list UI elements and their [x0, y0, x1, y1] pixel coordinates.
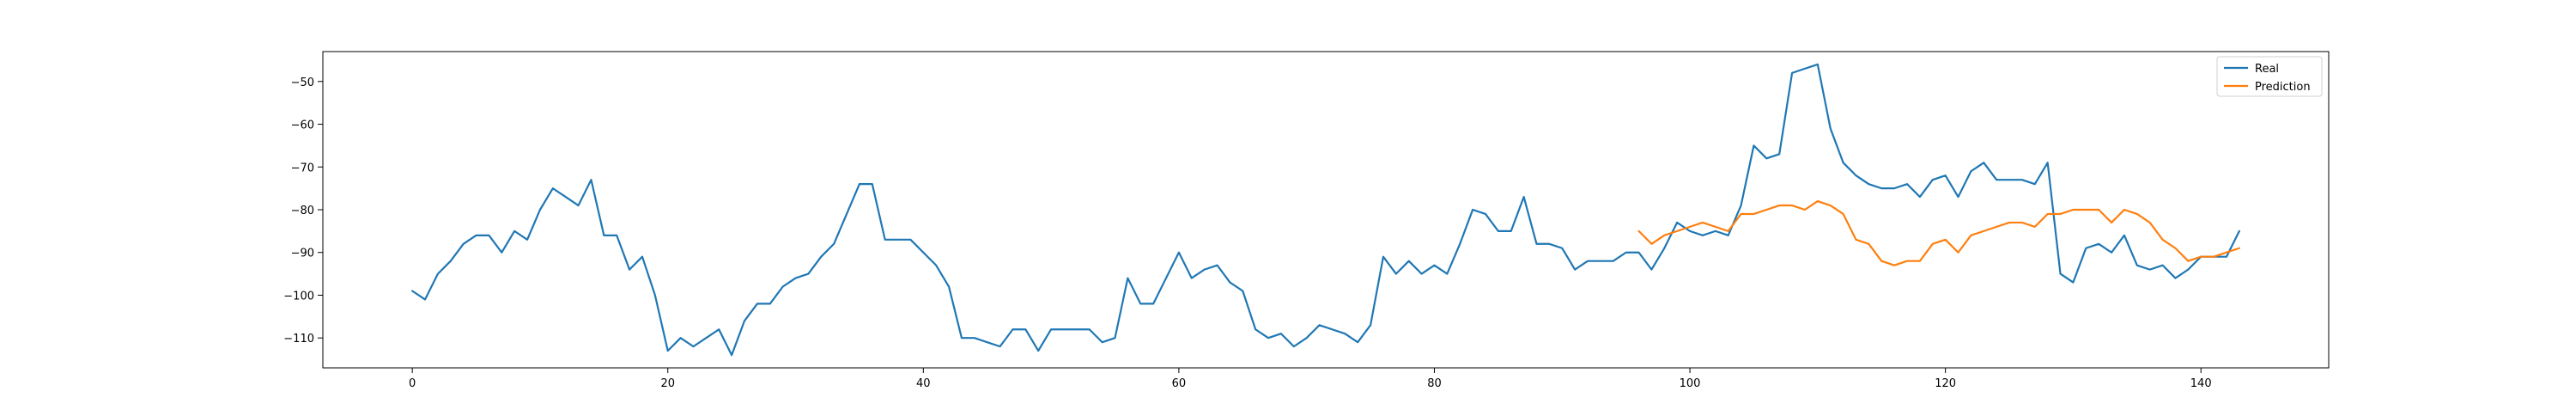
legend-label: Real — [2255, 63, 2279, 76]
y-tick-label: −80 — [291, 205, 314, 217]
x-tick-label: 60 — [1172, 377, 1187, 390]
y-axis: −50 −60 −70 −80 −90 −100 −110 — [283, 76, 323, 346]
series-layer — [411, 63, 2240, 357]
x-tick-label: 20 — [660, 377, 675, 390]
series-line-prediction — [1637, 199, 2240, 266]
x-tick-label: 120 — [1935, 377, 1956, 390]
x-tick-label: 0 — [409, 377, 416, 390]
y-tick-label: −100 — [283, 290, 314, 303]
series-line-real — [411, 63, 2240, 357]
x-axis: 0 20 40 60 80 100 120 140 — [409, 368, 2212, 390]
x-tick-label: 80 — [1427, 377, 1442, 390]
y-tick-label: −50 — [291, 76, 314, 89]
y-tick-label: −60 — [291, 119, 314, 132]
plot-frame — [322, 51, 2330, 369]
x-tick-label: 100 — [1680, 377, 1701, 390]
x-tick-label: 140 — [2190, 377, 2212, 390]
x-tick-label: 40 — [916, 377, 931, 390]
y-tick-label: −110 — [283, 333, 314, 346]
legend-label: Prediction — [2255, 81, 2311, 94]
legend: Real Prediction — [2216, 56, 2323, 97]
y-tick-label: −70 — [291, 162, 314, 174]
y-tick-label: −90 — [291, 248, 314, 260]
